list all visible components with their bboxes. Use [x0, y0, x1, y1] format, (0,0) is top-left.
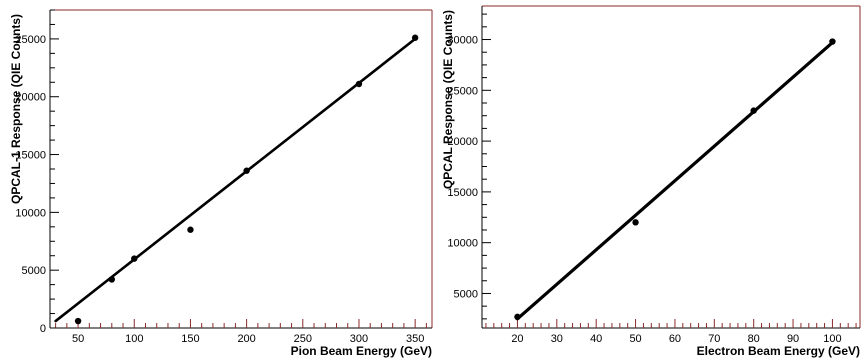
data-point — [187, 226, 194, 233]
left-chart-pion: 50 100 150 200 250 300 350 0 5000 10000 15000 20000… — [9, 9, 433, 358]
y-tick-label: 25000 — [15, 34, 46, 46]
x-tick-label: 150 — [181, 333, 199, 345]
data-point — [411, 34, 419, 41]
x-tick-label: 20 — [511, 333, 523, 345]
x-tick-label: 50 — [629, 333, 641, 345]
data-point — [632, 219, 639, 226]
data-point — [74, 317, 82, 325]
data-point — [355, 80, 363, 88]
x-tick-label: 30 — [551, 333, 563, 345]
y-tick-label: 20000 — [447, 136, 478, 148]
y-tick-label: 15000 — [15, 150, 46, 162]
data-point — [131, 255, 138, 262]
x-tick-label: 60 — [669, 333, 681, 345]
y-tick-label: 10000 — [447, 238, 478, 250]
y-tick-label: 0 — [40, 323, 46, 335]
y-tick-label: 5000 — [22, 265, 46, 277]
x-tick-label: 350 — [406, 333, 424, 345]
fit-line — [54, 37, 417, 323]
data-point — [108, 276, 115, 283]
x-tick-label: 100 — [125, 333, 143, 345]
x-tick-label: 70 — [708, 333, 720, 345]
x-tick-label: 200 — [237, 333, 255, 345]
right-chart-electron: 20 30 40 50 60 70 80 90 100 5000 10000 15000 20000 25… — [441, 5, 861, 358]
x-tick-label: 300 — [350, 333, 368, 345]
x-tick-label: 250 — [294, 333, 312, 345]
data-point — [514, 313, 521, 321]
y-tick-label: 30000 — [447, 35, 478, 47]
y-tick-label: 15000 — [447, 187, 478, 199]
data-point — [750, 107, 757, 114]
data-point — [243, 167, 250, 174]
y-tick-label: 5000 — [454, 288, 478, 300]
x-tick-label: 50 — [72, 333, 84, 345]
y-tick-label: 20000 — [15, 92, 46, 104]
data-point — [829, 38, 836, 45]
y-tick-label: 25000 — [447, 85, 478, 97]
y-tick-label: 10000 — [15, 207, 46, 219]
x-axis-title: Pion Beam Energy (GeV) — [291, 344, 432, 358]
x-tick-label: 100 — [823, 333, 841, 345]
x-tick-label: 90 — [787, 333, 799, 345]
x-axis-title: Electron Beam Energy (GeV) — [697, 344, 860, 358]
y-axis-title: QPCAL Response (QIE Counts) — [441, 10, 455, 189]
x-tick-label: 80 — [748, 333, 760, 345]
fit-line — [515, 40, 835, 321]
y-axis-title: QPCAL-1 Response (QIE Counts) — [9, 14, 23, 204]
x-tick-label: 40 — [590, 333, 602, 345]
